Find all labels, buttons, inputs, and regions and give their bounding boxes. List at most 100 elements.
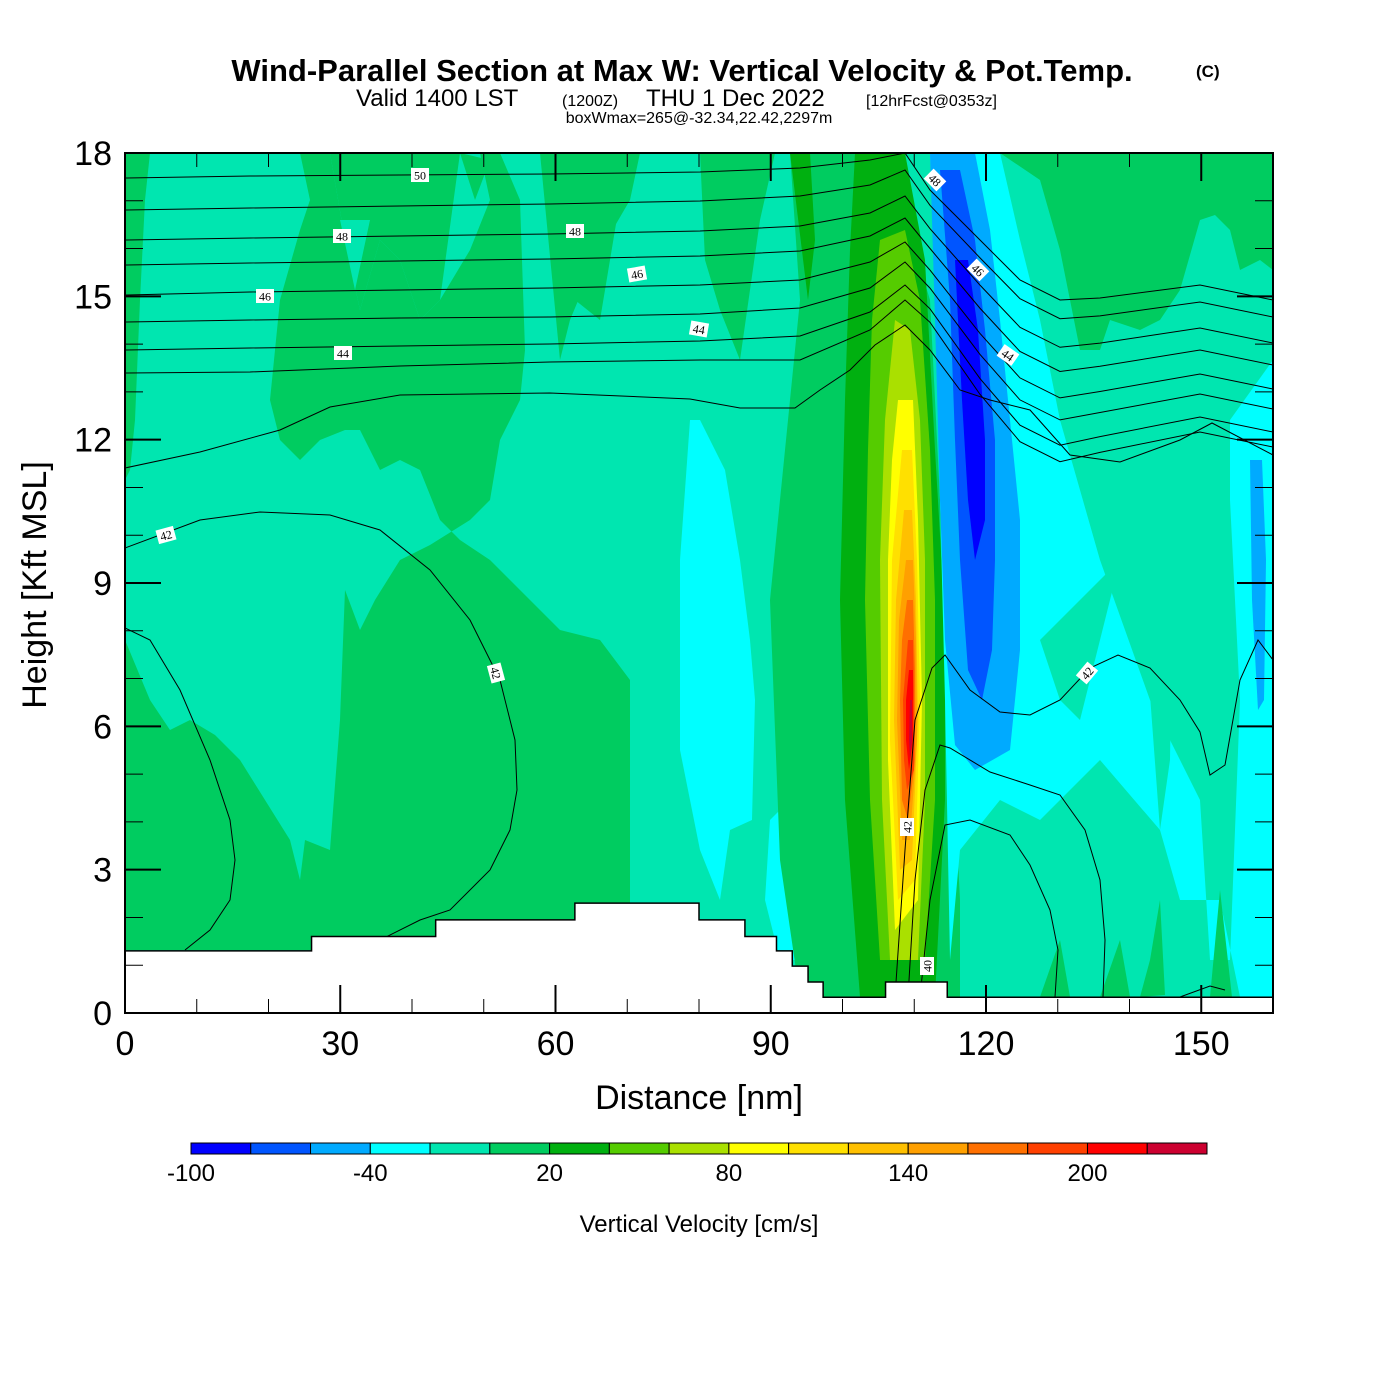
contour-label-bg [155, 525, 177, 545]
terrain [125, 902, 1273, 1013]
y-tick-label: 18 [74, 135, 112, 173]
colorbar-swatch [310, 1142, 371, 1155]
contour-label: 46 [626, 265, 648, 283]
contour-label: 44 [996, 344, 1020, 366]
theta-contour-upper [125, 261, 1273, 421]
contour-label-bg [334, 346, 352, 360]
colorbar-tick-label: 20 [536, 1160, 563, 1187]
contour-label: 42 [155, 525, 177, 545]
w-region-low-spike [1140, 900, 1165, 997]
x-tick-labels: 0 30 60 90 120 150 [116, 1025, 1230, 1063]
colorbar-tick-label: -100 [167, 1160, 215, 1187]
theta-contour-upper [125, 217, 1273, 373]
y-tick-label: 6 [93, 708, 112, 746]
x-tick-label: 150 [1173, 1025, 1230, 1063]
y-tick-label: 9 [93, 565, 112, 603]
contour-label-bg [966, 258, 990, 282]
contour-label-bg [626, 265, 648, 283]
colorbar-swatch [1146, 1142, 1208, 1155]
w-region-top-spike [700, 153, 775, 360]
colorbar-swatch [250, 1142, 312, 1155]
colorbar-swatch [728, 1142, 790, 1155]
chart-subtitle-box: boxWmax=265@-32.34,22.42,2297m [566, 110, 833, 127]
contour-labels: 50 48 48 48 46 46 46 44 44 44 42 42 42 42 40 [155, 168, 1099, 975]
contour-label: 42 [900, 818, 915, 836]
contour-label: 40 [920, 957, 935, 975]
w-region-top-spike [460, 153, 490, 200]
theta-contour-42-inner [125, 627, 236, 951]
contour-label-text: 44 [692, 322, 706, 338]
colorbar-swatch [429, 1142, 491, 1155]
w-region-low-spike [1100, 940, 1130, 997]
w-region-low-spike [1210, 890, 1232, 997]
theta-contour-42-left [125, 511, 518, 951]
colorbar-swatch [847, 1142, 909, 1155]
w-region-positive-weak [125, 153, 630, 950]
colorbar-tick-label: -40 [353, 1160, 388, 1187]
contour-label-text: 46 [259, 290, 271, 304]
y-tick-label: 12 [74, 422, 112, 460]
colorbar-swatch [1027, 1142, 1088, 1155]
contour-label-bg [923, 168, 947, 192]
pot-temp-contours [125, 153, 1273, 998]
y-tick-labels: 0 3 6 9 12 15 18 [74, 135, 112, 1033]
contour-label: 48 [923, 168, 947, 192]
y-tick-label: 0 [93, 995, 112, 1033]
w-region-downdraft-core [955, 260, 985, 560]
colorbar-tick-labels: -100 -40 20 80 140 200 [167, 1160, 1108, 1187]
colorbar-swatch [369, 1142, 431, 1155]
contour-label-bg [996, 344, 1020, 366]
x-tick-label: 30 [321, 1025, 359, 1063]
theta-contour-40 [919, 819, 1059, 998]
contour-label: 46 [966, 258, 990, 282]
colorbar [190, 1142, 1208, 1155]
w-region-negative-weak [680, 420, 755, 900]
contour-label-bg [688, 320, 710, 338]
colorbar-swatch [1086, 1142, 1148, 1155]
contour-label-text: 42 [159, 527, 174, 544]
contour-label-text: 40 [921, 960, 935, 972]
colorbar-swatch [549, 1142, 610, 1155]
contour-label-bg [900, 818, 914, 836]
terrain-outline [125, 902, 1273, 998]
x-tick-label: 60 [537, 1025, 575, 1063]
contour-label-text: 42 [901, 821, 915, 833]
contour-label: 46 [256, 289, 274, 304]
contour-label: 48 [333, 229, 351, 244]
vertical-velocity-field [125, 153, 1273, 1013]
subtitle-utc: (1200Z) [562, 93, 618, 110]
copyright-mark: (C) [1196, 62, 1220, 81]
contour-label-bg [333, 229, 351, 243]
w-region-top-spike [560, 153, 640, 320]
contour-label: 48 [566, 224, 584, 239]
theta-contour-upper [125, 241, 1273, 399]
theta-contour-upper [125, 169, 1273, 320]
w-region-updraft-20-top [790, 153, 815, 300]
contour-label: 44 [688, 320, 710, 338]
w-region-gap-right [1100, 420, 1175, 830]
subtitle-valid: Valid 1400 LST [356, 85, 519, 112]
x-tick-label: 90 [752, 1025, 790, 1063]
w-region-gap-right [1040, 560, 1120, 720]
contour-label-text: 44 [337, 347, 349, 361]
theta-contour-upper [125, 195, 1273, 348]
colorbar-swatch [190, 1142, 252, 1155]
contour-label-text: 48 [569, 225, 581, 239]
terrain-fill [125, 903, 1273, 1013]
theta-contour-44 [125, 324, 1273, 469]
colorbar-swatch [788, 1142, 849, 1155]
contour-label-bg [566, 224, 584, 238]
contour-label: 50 [411, 168, 429, 183]
chart-title: Wind-Parallel Section at Max W: Vertical… [231, 53, 1132, 88]
contour-label-bg [411, 168, 429, 182]
y-tick-label: 3 [93, 852, 112, 890]
contour-label-bg [486, 662, 506, 684]
w-region-upper-right [1000, 153, 1273, 350]
colorbar-tick-label: 200 [1067, 1160, 1107, 1187]
colorbar-tick-label: 140 [888, 1160, 928, 1187]
colorbar-swatch [489, 1142, 551, 1155]
contour-label-bg [256, 289, 274, 303]
colorbar-swatch [608, 1142, 670, 1155]
w-region-low-spike [1040, 940, 1070, 997]
contour-label: 44 [334, 346, 352, 361]
